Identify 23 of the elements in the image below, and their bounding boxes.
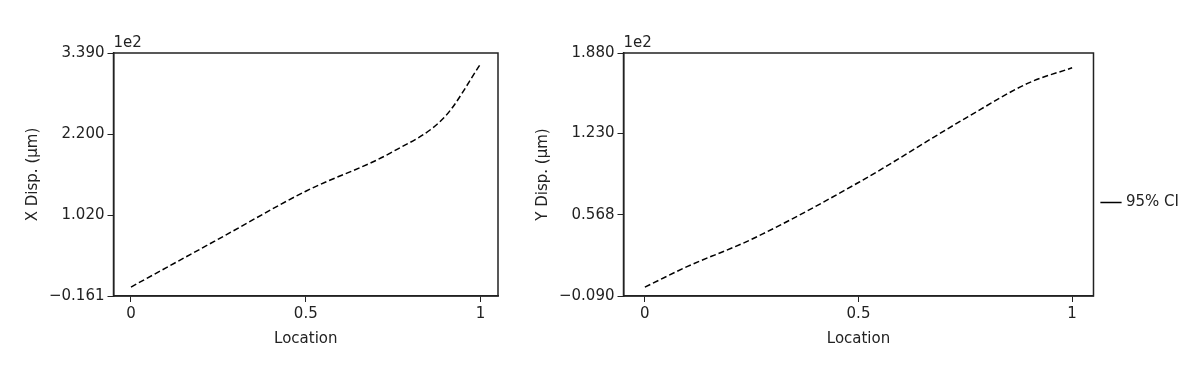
x-tick-label: 1 xyxy=(475,303,486,322)
y-tick-label: 3.390 xyxy=(61,42,105,61)
x-tick-label: 1 xyxy=(1067,303,1077,322)
line-series xyxy=(644,67,1073,288)
x-tick-label: 0 xyxy=(126,303,136,322)
x-tick-label: 0.5 xyxy=(846,303,871,322)
y-tick-label: 1.230 xyxy=(571,123,615,142)
y-tick-label: −0.090 xyxy=(558,285,615,304)
y-tick-label: 0.568 xyxy=(571,204,615,223)
x-tick-label: 0 xyxy=(640,303,650,322)
y-tick-label: 2.200 xyxy=(61,124,105,143)
x-tick-label: 0.5 xyxy=(293,303,318,322)
y-axis-title: X Disp. (μm) xyxy=(22,127,41,222)
line-series xyxy=(130,63,482,288)
x-axis-title: Location xyxy=(274,328,338,347)
text: 1e2 xyxy=(623,33,652,52)
legend-label: 95% CI xyxy=(1125,192,1180,211)
y-tick-label: −0.161 xyxy=(48,285,105,304)
y-tick-label: 1.880 xyxy=(571,42,615,61)
y-axis-title: Y Disp. (μm) xyxy=(532,128,551,222)
y-tick-label: 1.020 xyxy=(61,205,105,224)
text: 1e2 xyxy=(113,33,142,52)
x-axis-title: Location xyxy=(826,328,891,347)
